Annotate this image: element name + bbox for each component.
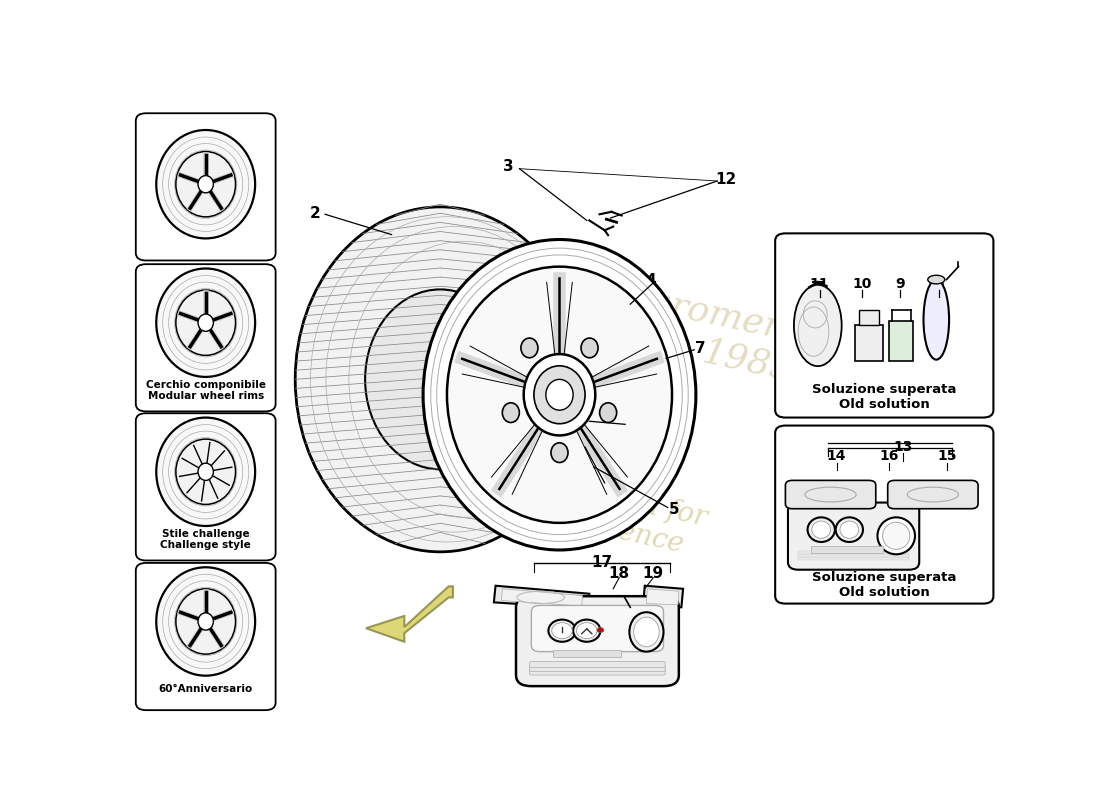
Ellipse shape: [156, 269, 255, 377]
Ellipse shape: [836, 518, 864, 542]
Text: 5: 5: [669, 502, 680, 518]
Ellipse shape: [882, 522, 910, 550]
Polygon shape: [644, 586, 683, 607]
Text: Stile challenge
Challenge style: Stile challenge Challenge style: [161, 529, 251, 550]
Text: 3: 3: [503, 159, 514, 174]
Ellipse shape: [176, 589, 235, 654]
FancyBboxPatch shape: [135, 264, 276, 411]
Ellipse shape: [597, 628, 604, 633]
Ellipse shape: [521, 338, 538, 358]
Ellipse shape: [812, 521, 830, 538]
FancyBboxPatch shape: [135, 563, 276, 710]
Bar: [799, 558, 909, 561]
Ellipse shape: [198, 613, 213, 630]
Ellipse shape: [807, 518, 835, 542]
FancyBboxPatch shape: [788, 502, 920, 570]
Text: 7: 7: [695, 341, 705, 356]
Bar: [552, 650, 620, 657]
Text: 15: 15: [937, 450, 957, 463]
Text: 2: 2: [309, 206, 320, 221]
Polygon shape: [366, 586, 453, 642]
Ellipse shape: [176, 290, 235, 355]
FancyBboxPatch shape: [888, 480, 978, 509]
Text: 1: 1: [605, 478, 616, 493]
Ellipse shape: [549, 619, 575, 642]
Bar: [799, 554, 909, 558]
FancyBboxPatch shape: [776, 426, 993, 603]
Polygon shape: [494, 586, 590, 609]
Text: 13: 13: [893, 440, 913, 454]
Ellipse shape: [156, 130, 255, 238]
Ellipse shape: [576, 622, 597, 638]
Text: a passion for
excellence: a passion for excellence: [520, 468, 710, 562]
Text: 10: 10: [852, 277, 872, 291]
Bar: [856, 325, 882, 361]
Ellipse shape: [295, 207, 585, 552]
Ellipse shape: [176, 151, 235, 217]
Text: 6: 6: [625, 416, 636, 431]
Text: 16: 16: [880, 450, 899, 463]
Text: 12: 12: [715, 172, 736, 186]
Polygon shape: [502, 589, 583, 606]
Text: 17: 17: [592, 555, 613, 570]
Ellipse shape: [424, 239, 696, 550]
Text: 14: 14: [827, 450, 846, 463]
Ellipse shape: [447, 266, 672, 523]
Ellipse shape: [600, 402, 617, 422]
Ellipse shape: [924, 279, 949, 360]
FancyBboxPatch shape: [531, 606, 663, 652]
Text: 60°Anniversario: 60°Anniversario: [158, 684, 253, 694]
FancyBboxPatch shape: [530, 669, 666, 675]
Ellipse shape: [546, 379, 573, 410]
Ellipse shape: [573, 619, 601, 642]
Text: 8: 8: [934, 277, 944, 291]
FancyBboxPatch shape: [530, 665, 666, 671]
Ellipse shape: [503, 402, 519, 422]
Text: 18: 18: [608, 566, 629, 581]
Ellipse shape: [198, 175, 213, 193]
Ellipse shape: [176, 439, 235, 505]
Ellipse shape: [552, 622, 572, 638]
Polygon shape: [647, 589, 679, 605]
Text: euromercedes
1985: euromercedes 1985: [616, 279, 887, 406]
Ellipse shape: [794, 285, 842, 366]
Text: Soluzione superata
Old solution: Soluzione superata Old solution: [812, 571, 957, 599]
FancyBboxPatch shape: [785, 480, 876, 509]
FancyBboxPatch shape: [135, 114, 276, 261]
Ellipse shape: [551, 443, 568, 462]
Ellipse shape: [581, 338, 598, 358]
Text: 4: 4: [646, 274, 656, 288]
Text: 11: 11: [810, 277, 829, 291]
Text: Soluzione superata
Old solution: Soluzione superata Old solution: [812, 382, 957, 410]
Ellipse shape: [365, 290, 515, 470]
Bar: [811, 546, 883, 553]
Ellipse shape: [156, 567, 255, 676]
Text: Cerchio componibile
Modular wheel rims: Cerchio componibile Modular wheel rims: [145, 380, 266, 402]
Ellipse shape: [534, 366, 585, 424]
Bar: [859, 310, 879, 325]
Bar: [890, 321, 913, 361]
Ellipse shape: [198, 463, 213, 481]
Ellipse shape: [629, 612, 663, 652]
Text: 19: 19: [642, 566, 663, 581]
Ellipse shape: [634, 617, 659, 646]
Ellipse shape: [927, 275, 945, 284]
Ellipse shape: [156, 418, 255, 526]
Ellipse shape: [840, 521, 859, 538]
Bar: [799, 551, 909, 554]
FancyBboxPatch shape: [530, 662, 666, 668]
Ellipse shape: [878, 518, 915, 554]
FancyBboxPatch shape: [135, 414, 276, 561]
Ellipse shape: [524, 354, 595, 435]
Text: 9: 9: [895, 277, 905, 291]
FancyBboxPatch shape: [516, 596, 679, 686]
Ellipse shape: [198, 314, 213, 331]
FancyBboxPatch shape: [776, 234, 993, 418]
